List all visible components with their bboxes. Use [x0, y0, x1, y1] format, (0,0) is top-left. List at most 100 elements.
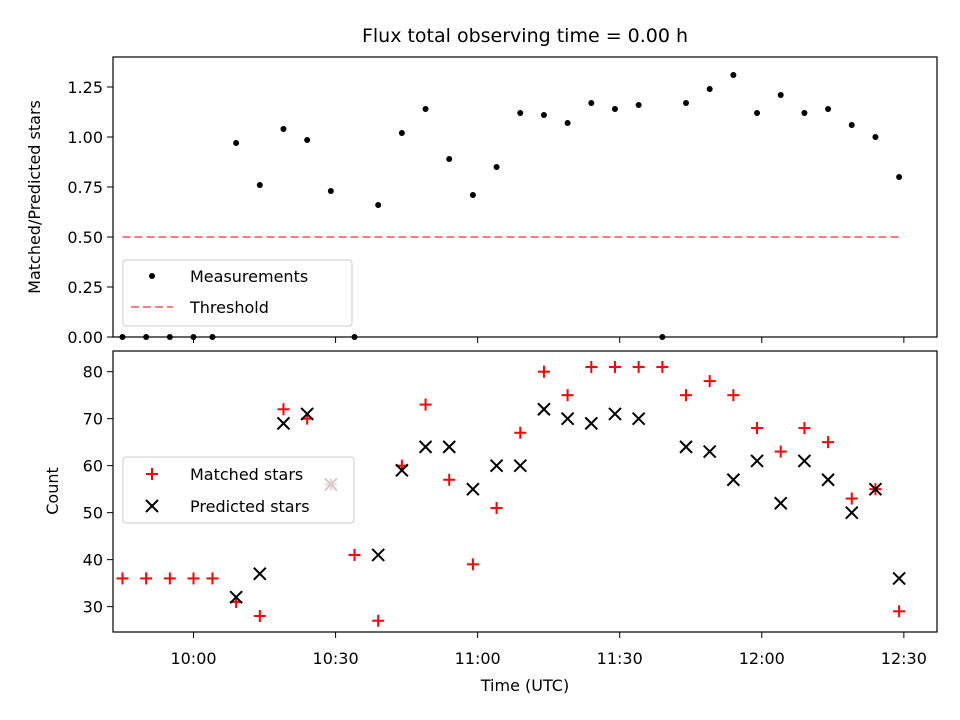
predicted-star-point-13 — [560, 411, 575, 426]
top-y-tick-label-5: 1.25 — [67, 78, 103, 97]
predicted-star-point-19 — [726, 473, 741, 487]
predicted-star-point-15 — [608, 407, 622, 421]
bottom-x-tick-label-5: 12:30 — [881, 649, 927, 668]
measurement-point-27 — [754, 110, 761, 116]
predicted-star-point-25 — [868, 482, 883, 496]
legend-label-measurements: Measurements — [190, 267, 308, 286]
bottom-y-tick-label-5: 80 — [83, 363, 103, 382]
measurement-point-18 — [540, 112, 547, 118]
bottom-y-tick-label-4: 70 — [83, 410, 103, 429]
matched-star-point-3 — [187, 572, 200, 585]
matched-star-point-0 — [116, 572, 129, 585]
predicted-star-point-1 — [253, 567, 267, 581]
predicted-star-point-24 — [845, 505, 859, 520]
bottom-x-tick-label-3: 11:30 — [597, 649, 643, 668]
matched-star-point-14 — [419, 398, 432, 411]
legend-marker-predicted-stars — [145, 499, 159, 513]
predicted-star-point-6 — [395, 463, 409, 478]
measurement-point-8 — [304, 137, 311, 143]
bottom-y-tick-label-2: 50 — [83, 504, 103, 523]
measurement-point-21 — [611, 106, 618, 112]
bottom-legend: Matched stars Predicted stars — [122, 456, 355, 524]
top-x-ticks — [193, 337, 905, 343]
bottom-x-tick-label-4: 12:00 — [739, 649, 785, 668]
measurement-point-17 — [517, 110, 524, 116]
measurement-point-26 — [730, 72, 737, 78]
top-legend-box — [122, 259, 353, 327]
measurement-point-31 — [848, 122, 855, 128]
bottom-legend-box — [122, 456, 355, 524]
predicted-star-point-22 — [797, 454, 812, 468]
bottom-y-ticks: 30 40 50 60 70 80 — [83, 363, 113, 617]
measurement-point-7 — [280, 126, 287, 132]
matched-star-point-29 — [774, 445, 787, 458]
predicted-star-point-9 — [466, 482, 480, 496]
matched-star-point-12 — [372, 614, 385, 627]
top-axes-frame — [112, 56, 938, 338]
measurement-point-19 — [564, 120, 571, 126]
top-y-tick-label-1: 0.25 — [67, 278, 103, 297]
bottom-x-tick-label-1: 10:30 — [313, 649, 359, 668]
predicted-star-point-18 — [702, 444, 717, 459]
predicted-star-point-16 — [631, 411, 646, 426]
matched-star-point-30 — [798, 422, 811, 435]
measurement-point-13 — [422, 106, 429, 112]
matched-star-point-32 — [845, 492, 858, 505]
legend-marker-matched-stars — [146, 468, 158, 480]
measurement-point-33 — [896, 174, 903, 180]
top-panel: 0.00 0.25 0.50 0.75 1.00 1.25 Matched/Predict… — [25, 56, 938, 347]
bottom-x-ticks: 10:00 10:30 11:00 11:30 12:00 12:30 — [170, 632, 927, 668]
matched-star-point-34 — [893, 605, 906, 618]
predicted-star-point-8 — [442, 440, 456, 454]
predicted-star-point-17 — [679, 440, 693, 454]
measurement-point-20 — [588, 100, 595, 106]
matched-star-point-18 — [514, 426, 527, 439]
predicted-star-point-0 — [229, 590, 243, 604]
bottom-y-tick-label-3: 60 — [83, 457, 103, 476]
top-y-tick-label-0: 0.00 — [67, 328, 103, 347]
legend-marker-measurements — [149, 273, 155, 279]
measurement-point-25 — [706, 86, 713, 92]
matched-star-point-28 — [751, 422, 764, 435]
measurement-point-16 — [493, 164, 500, 170]
predicted-star-point-20 — [750, 454, 764, 468]
matched-star-point-26 — [703, 375, 716, 388]
matched-star-point-2 — [163, 572, 176, 585]
measurement-point-11 — [375, 202, 382, 208]
matched-star-point-16 — [466, 558, 479, 571]
top-y-tick-label-2: 0.50 — [67, 228, 103, 247]
matched-star-point-15 — [443, 473, 456, 486]
matched-star-point-1 — [140, 572, 153, 585]
measurement-point-9 — [327, 188, 334, 194]
legend-label-threshold: Threshold — [189, 298, 269, 317]
predicted-star-point-12 — [537, 402, 551, 416]
matched-star-point-25 — [680, 389, 693, 402]
predicted-star-point-10 — [489, 458, 504, 473]
measurement-point-30 — [825, 106, 832, 112]
predicted-star-point-11 — [513, 458, 527, 473]
bottom-y-axis-label: Count — [43, 467, 62, 515]
bottom-x-tick-label-0: 10:00 — [170, 649, 216, 668]
matched-star-point-6 — [253, 610, 266, 623]
measurement-point-12 — [398, 130, 405, 136]
matched-star-point-22 — [608, 360, 621, 373]
measurement-point-24 — [683, 100, 690, 106]
top-y-axis-label: Matched/Predicted stars — [25, 100, 44, 294]
matched-star-point-24 — [656, 360, 669, 373]
matched-star-point-21 — [585, 360, 598, 373]
bottom-plot-area — [116, 360, 906, 627]
matched-star-point-23 — [632, 360, 645, 373]
top-y-ticks: 0.00 0.25 0.50 0.75 1.00 1.25 — [67, 78, 113, 347]
legend-label-predicted-stars: Predicted stars — [190, 497, 310, 516]
predicted-star-point-2 — [276, 416, 291, 431]
measurement-point-32 — [872, 134, 879, 140]
matched-star-point-4 — [206, 572, 219, 585]
predicted-star-point-23 — [821, 473, 835, 487]
bottom-y-tick-label-0: 30 — [83, 598, 103, 617]
bottom-x-tick-label-2: 11:00 — [455, 649, 501, 668]
measurement-point-6 — [256, 182, 263, 188]
matched-star-point-31 — [822, 436, 835, 449]
x-axis-label: Time (UTC) — [480, 676, 569, 695]
